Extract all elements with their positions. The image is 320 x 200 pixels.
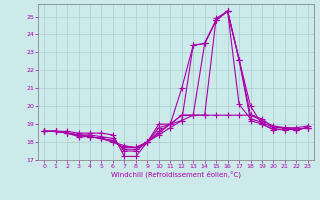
X-axis label: Windchill (Refroidissement éolien,°C): Windchill (Refroidissement éolien,°C) <box>111 171 241 178</box>
